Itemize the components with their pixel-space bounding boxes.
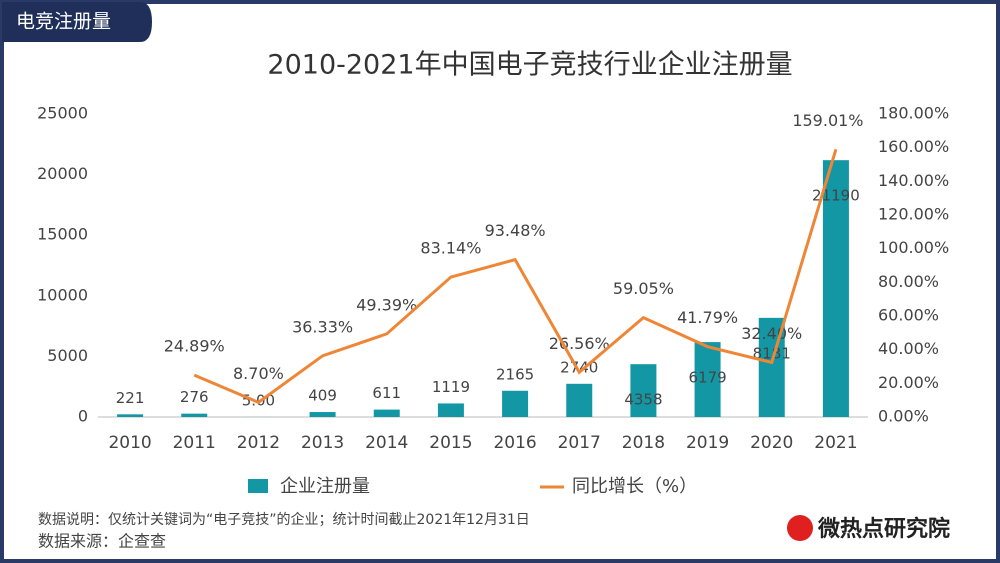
y2-tick-label: 20.00% [878,373,939,392]
line-value-label: 159.01% [792,111,863,130]
note: 数据说明：仅统计关键词为“电子竞技”的企业；统计时间截止2021年12月31日 [38,511,530,528]
line [193,148,838,405]
legend-swatch [248,479,268,493]
line-value-label: 41.79% [677,308,738,327]
y2-tick-label: 60.00% [878,306,939,325]
y-tick-label: 15000 [37,225,88,244]
y-tick-label: 0 [78,407,88,426]
bar-value-label: 4358 [624,391,662,409]
x-tick-label: 2017 [558,433,601,453]
header-tab [2,2,152,42]
header-tab-text: 电竞注册量 [16,11,111,33]
line-value-label: 32.40% [741,324,802,343]
bar [630,364,657,417]
brand-logo [787,515,813,541]
y-tick-label: 20000 [37,164,88,183]
line-value-label: 24.89% [164,337,225,356]
bar-value-label: 409 [308,387,337,405]
x-tick-label: 2019 [686,433,729,453]
y-tick-label: 10000 [37,285,88,304]
legend-label: 同比增长（%） [572,476,697,497]
bar [181,413,208,417]
bar [694,342,721,417]
x-tick-label: 2013 [301,433,344,453]
y-tick-label: 5000 [47,346,88,365]
bar [502,390,529,417]
y2-tick-label: 40.00% [878,339,939,358]
bar [566,383,593,417]
bar-value-label: 276 [180,388,209,406]
y2-tick-label: 0.00% [878,407,929,426]
x-tick-label: 2016 [493,433,536,453]
y2-tick-label: 140.00% [878,171,949,190]
x-tick-label: 2020 [750,433,793,453]
note: 数据来源：企查查 [38,532,166,551]
y2-tick-label: 80.00% [878,272,939,291]
bar [822,160,849,418]
y2-tick-label: 100.00% [878,238,949,257]
x-tick-label: 2018 [622,433,665,453]
y-tick-label: 25000 [37,104,88,123]
x-tick-label: 2010 [108,433,151,453]
x-tick-label: 2011 [173,433,216,453]
y2-tick-label: 160.00% [878,137,949,156]
legend-label: 企业注册量 [280,476,370,497]
x-tick-label: 2012 [237,433,280,453]
chart-title: 2010-2021年中国电子竞技行业企业注册量 [267,50,792,81]
line-value-label: 93.48% [485,221,546,240]
bar [309,412,336,417]
x-tick-label: 2021 [814,433,857,453]
bar-value-label: 2165 [496,365,534,383]
brand: 微热点研究院 [817,516,950,542]
bar [117,414,144,417]
line-value-label: 49.39% [356,295,417,314]
x-tick-label: 2014 [365,433,408,453]
bar-value-label: 221 [116,389,145,407]
y2-tick-label: 120.00% [878,205,949,224]
line-value-label: 36.33% [292,317,353,336]
bar [373,409,400,417]
bar [437,403,464,417]
x-tick-label: 2015 [429,433,472,453]
line-value-label: 83.14% [420,239,481,258]
bar-value-label: 6179 [688,369,726,387]
bar-value-label: 1119 [432,378,470,396]
line-value-label: 59.05% [613,279,674,298]
bar-value-label: 8181 [753,344,791,362]
line-value-label: 8.70% [233,364,284,383]
bar-value-label: 611 [372,384,401,402]
y2-tick-label: 180.00% [878,104,949,123]
